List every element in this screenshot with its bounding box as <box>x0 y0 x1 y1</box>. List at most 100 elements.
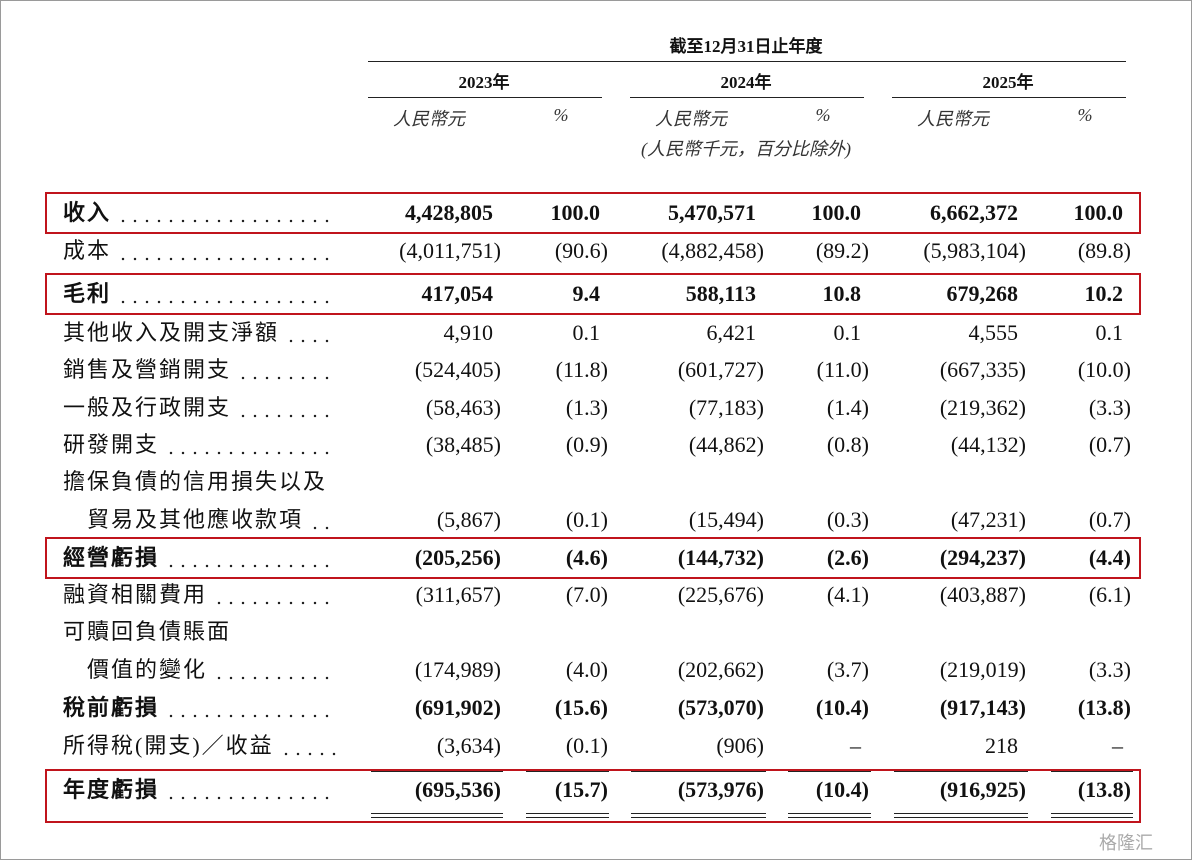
cell: (15.6) <box>554 695 608 720</box>
cell: (0.7) <box>1088 432 1131 457</box>
total-rule <box>788 817 871 818</box>
leader-dots <box>285 318 337 348</box>
cell: (144,732) <box>677 545 764 570</box>
cell: (47,231) <box>950 507 1026 532</box>
cell: (0.9) <box>565 432 608 457</box>
cell: (294,237) <box>939 545 1026 570</box>
cell: (219,019) <box>939 657 1026 682</box>
cell: 0.1 <box>1095 320 1124 345</box>
leader-dots <box>165 775 337 805</box>
row-label: 一般及行政開支 <box>63 393 337 423</box>
pct-header: % <box>1077 105 1093 125</box>
total-rule <box>631 817 766 818</box>
unit-header: 人民幣元 <box>917 109 989 129</box>
cell: (89.2) <box>815 238 869 263</box>
total-rule <box>631 813 766 814</box>
cell: 9.4 <box>572 281 601 306</box>
highlight-box <box>45 192 1141 234</box>
total-rule <box>371 813 503 814</box>
cell: 0.1 <box>572 320 601 345</box>
cell: (0.1) <box>565 507 608 532</box>
row-label: 年度虧損 <box>63 775 337 805</box>
cell: (3.3) <box>1088 395 1131 420</box>
label-text: 貿易及其他應收款項 <box>87 507 304 532</box>
cell: 4,428,805 <box>405 200 493 225</box>
total-rule <box>631 771 766 772</box>
cell: (7.0) <box>565 582 608 607</box>
row-label: 收入 <box>63 198 337 228</box>
total-rule <box>788 771 871 772</box>
cell: (5,983,104) <box>923 238 1026 263</box>
leader-dots <box>309 505 337 535</box>
row-label: 研發開支 <box>63 430 337 460</box>
total-rule <box>1051 817 1133 818</box>
row-label: 其他收入及開支淨額 <box>63 318 337 348</box>
cell: (10.4) <box>815 695 869 720</box>
cell: (174,989) <box>414 657 501 682</box>
cell: (601,727) <box>677 357 764 382</box>
total-rule <box>788 813 871 814</box>
cell: 417,054 <box>421 281 494 306</box>
cell: (10.0) <box>1077 357 1131 382</box>
leader-dots <box>165 430 337 460</box>
rule <box>368 97 602 98</box>
row-label: 融資相關費用 <box>63 580 337 610</box>
cell: (11.0) <box>816 357 869 382</box>
label-text: 擔保負債的信用損失以及 <box>63 469 328 494</box>
cell: 6,421 <box>706 320 757 345</box>
cell: (4.1) <box>826 582 869 607</box>
cell: 100.0 <box>1073 200 1124 225</box>
cell: 679,268 <box>946 281 1019 306</box>
cell: (90.6) <box>554 238 608 263</box>
cell: (4.6) <box>565 545 608 570</box>
cell: (38,485) <box>425 432 501 457</box>
label-text: 成本 <box>63 238 112 263</box>
cell: (10.4) <box>815 777 869 802</box>
cell: (15.7) <box>554 777 608 802</box>
row-label: 貿易及其他應收款項 <box>63 505 337 535</box>
total-rule <box>526 813 609 814</box>
total-rule <box>526 817 609 818</box>
cell: (4,882,458) <box>661 238 764 263</box>
label-text: 收入 <box>63 200 112 225</box>
cell: (403,887) <box>939 582 1026 607</box>
row-label: 可贖回負債賬面 <box>63 617 337 647</box>
leader-dots <box>237 393 337 423</box>
highlight-box <box>45 769 1141 823</box>
cell: (5,867) <box>436 507 501 532</box>
cell: (44,132) <box>950 432 1026 457</box>
total-rule <box>894 813 1028 814</box>
total-rule <box>371 771 503 772</box>
cell: (1.3) <box>565 395 608 420</box>
unit-header: 人民幣元 <box>655 109 727 129</box>
cell: – <box>1112 733 1123 758</box>
cell: (219,362) <box>939 395 1026 420</box>
highlight-box <box>45 537 1141 579</box>
cell: (225,676) <box>677 582 764 607</box>
cell: (906) <box>716 733 764 758</box>
cell: (524,405) <box>414 357 501 382</box>
label-text: 其他收入及開支淨額 <box>63 320 280 345</box>
rule <box>892 97 1126 98</box>
total-rule <box>1051 813 1133 814</box>
cell: (13.8) <box>1077 777 1131 802</box>
label-text: 年度虧損 <box>63 777 160 802</box>
cell: 0.1 <box>833 320 862 345</box>
cell: (89.8) <box>1077 238 1131 263</box>
label-text: 價值的變化 <box>87 657 208 682</box>
total-rule <box>526 771 609 772</box>
unit-header: 人民幣元 <box>393 109 465 129</box>
row-label: 所得稅(開支)／收益 <box>63 731 337 761</box>
total-rule <box>894 771 1028 772</box>
cell: (917,143) <box>939 695 1026 720</box>
cell: (4.4) <box>1088 545 1131 570</box>
label-text: 所得稅(開支)／收益 <box>63 733 274 758</box>
cell: (13.8) <box>1077 695 1131 720</box>
year-header: 2024年 <box>720 73 772 92</box>
cell: (44,862) <box>688 432 764 457</box>
row-label: 銷售及營銷開支 <box>63 355 337 385</box>
label-text: 銷售及營銷開支 <box>63 357 232 382</box>
cell: (0.7) <box>1088 507 1131 532</box>
label-text: 研發開支 <box>63 432 160 457</box>
